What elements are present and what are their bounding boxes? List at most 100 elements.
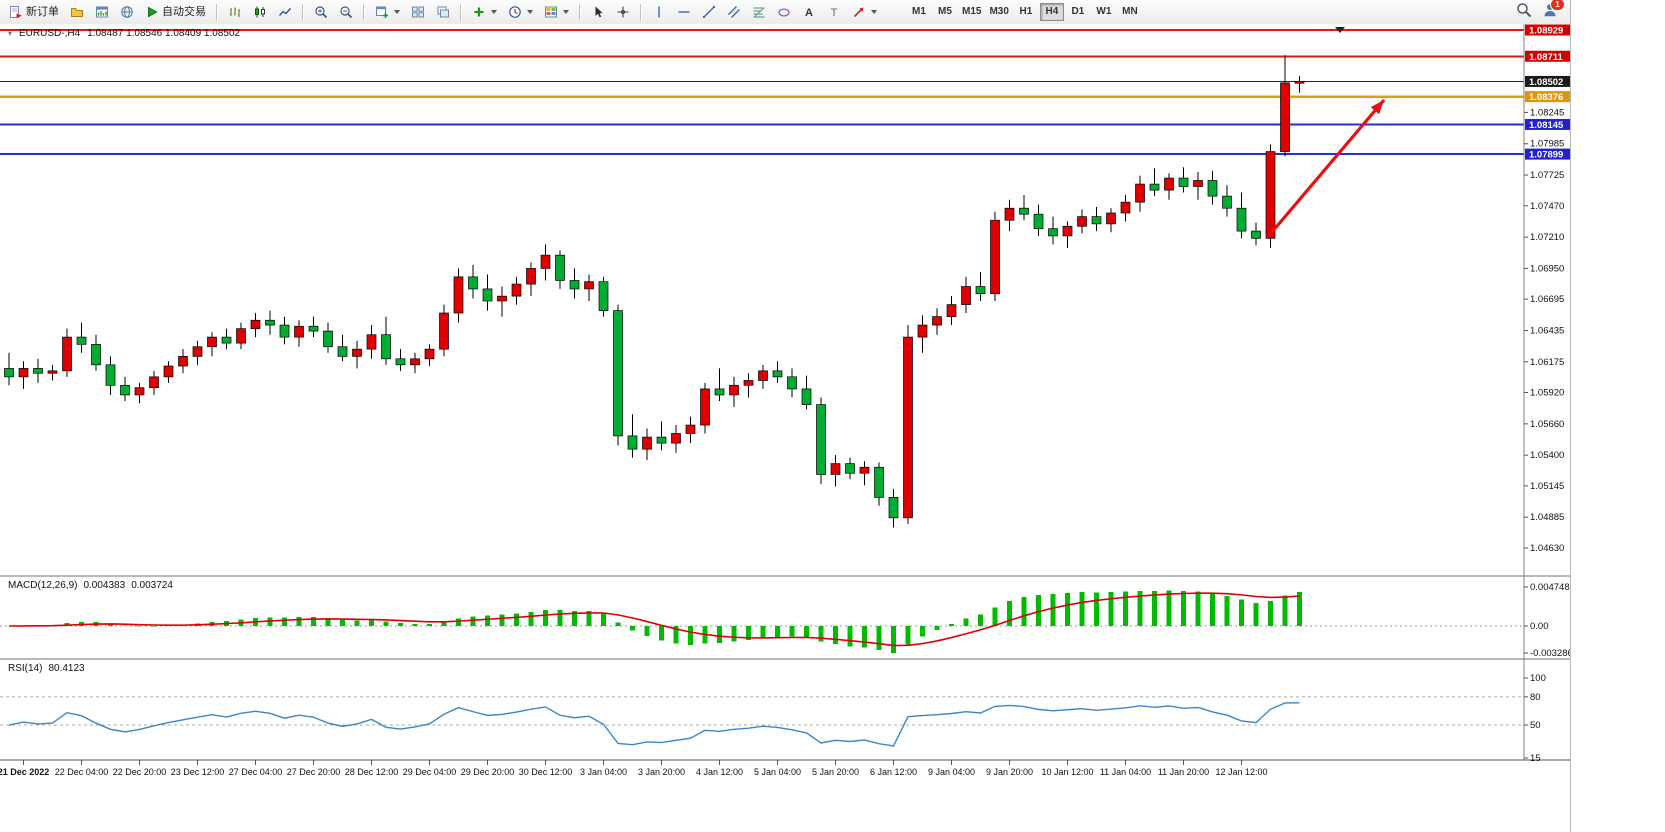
svg-text:30 Dec 12:00: 30 Dec 12:00 xyxy=(519,767,573,777)
timeframe-M15[interactable]: M15 xyxy=(959,3,984,21)
rsi-label: RSI(14) 80.4123 xyxy=(8,663,85,674)
svg-text:1.08145: 1.08145 xyxy=(1529,120,1564,131)
svg-text:27 Dec 20:00: 27 Dec 20:00 xyxy=(287,767,341,777)
chart-shift-marker[interactable] xyxy=(1335,27,1345,33)
folder-icon xyxy=(70,5,84,19)
globe-icon xyxy=(120,5,134,19)
svg-text:0.00: 0.00 xyxy=(1530,621,1549,632)
timeframe-H1[interactable]: H1 xyxy=(1014,3,1038,21)
pane-separator[interactable] xyxy=(0,575,1570,577)
cursor-tool-button[interactable] xyxy=(586,2,610,22)
line-chart-icon xyxy=(278,5,292,19)
vline-icon xyxy=(652,5,666,19)
toolbar-separator xyxy=(363,3,365,21)
autotrade-button[interactable]: 自动交易 xyxy=(140,2,211,22)
chart-canvas[interactable]: 1.08245 1.07985 1.07725 1.07470 1.07210 1.069… xyxy=(0,24,1570,832)
zoom-in-icon xyxy=(314,5,328,19)
new-chart-button[interactable] xyxy=(370,2,405,22)
cascade-windows-button[interactable] xyxy=(431,2,455,22)
zoom-in-button[interactable] xyxy=(309,2,333,22)
shapes-tool-button[interactable] xyxy=(772,2,796,22)
timeframe-H4[interactable]: H4 xyxy=(1039,3,1064,21)
label-icon: T xyxy=(827,5,841,19)
notification-badge[interactable]: 1 xyxy=(1550,0,1565,11)
chart-area[interactable]: 1.08245 1.07985 1.07725 1.07470 1.07210 1.069… xyxy=(0,24,1570,832)
trend-arrow-annotation[interactable] xyxy=(1270,98,1386,234)
svg-text:1.07725: 1.07725 xyxy=(1530,170,1564,181)
timeframe-M1[interactable]: M1 xyxy=(907,3,931,21)
svg-text:1.08929: 1.08929 xyxy=(1529,26,1563,37)
arrows-tool-button[interactable] xyxy=(847,2,882,22)
svg-text:11 Jan 04:00: 11 Jan 04:00 xyxy=(1100,767,1151,777)
chart-symbol-period: EURUSD-,H4 xyxy=(19,28,81,39)
timeframe-M5[interactable]: M5 xyxy=(933,3,957,21)
new-order-icon xyxy=(9,5,23,19)
pane-separator[interactable] xyxy=(0,658,1570,660)
chart-window-button[interactable] xyxy=(90,2,114,22)
toolbar-separator xyxy=(579,3,581,21)
toolbar-separator xyxy=(640,3,642,21)
svg-text:A: A xyxy=(805,7,813,19)
svg-text:22 Dec 04:00: 22 Dec 04:00 xyxy=(55,767,109,777)
text-tool-button[interactable]: A xyxy=(797,2,821,22)
autotrade-label: 自动交易 xyxy=(162,6,206,18)
chevron-down-icon xyxy=(563,10,569,14)
toolbar-separator xyxy=(302,3,304,21)
line-chart-button[interactable] xyxy=(273,2,297,22)
arrows-tool-icon xyxy=(852,5,866,19)
chevron-down-icon xyxy=(871,10,877,14)
svg-text:1.08245: 1.08245 xyxy=(1530,107,1564,118)
timeframe-W1[interactable]: W1 xyxy=(1092,3,1116,21)
periods-button[interactable] xyxy=(503,2,538,22)
horizontal-line-objects[interactable] xyxy=(0,29,1524,156)
rsi-indicator: 100 80 50 15 xyxy=(0,673,1546,764)
candlestick-chart-button[interactable] xyxy=(248,2,272,22)
svg-text:28 Dec 12:00: 28 Dec 12:00 xyxy=(345,767,399,777)
svg-text:1.06175: 1.06175 xyxy=(1530,357,1564,368)
macd-value-signal: 0.003724 xyxy=(131,580,173,591)
svg-text:1.07899: 1.07899 xyxy=(1529,150,1563,161)
search-icon[interactable] xyxy=(1516,2,1532,23)
horizontal-line-tool-button[interactable] xyxy=(672,2,696,22)
svg-text:9 Jan 04:00: 9 Jan 04:00 xyxy=(928,767,975,777)
new-chart-icon xyxy=(375,5,389,19)
svg-text:1.07470: 1.07470 xyxy=(1530,201,1564,212)
trendline-tool-button[interactable] xyxy=(697,2,721,22)
timeframe-M30[interactable]: M30 xyxy=(986,3,1011,21)
one-click-trading-toggle[interactable]: ▾ xyxy=(8,29,13,38)
community-globe-button[interactable] xyxy=(115,2,139,22)
zoom-out-button[interactable] xyxy=(334,2,358,22)
timeframe-MN[interactable]: MN xyxy=(1118,3,1142,21)
svg-text:3 Jan 20:00: 3 Jan 20:00 xyxy=(638,767,685,777)
templates-icon xyxy=(544,5,558,19)
label-tool-button[interactable]: T xyxy=(822,2,846,22)
chart-ohlc: 1.08487 1.08546 1.08409 1.08502 xyxy=(87,28,241,39)
tile-windows-button[interactable] xyxy=(406,2,430,22)
svg-text:1.04630: 1.04630 xyxy=(1530,543,1564,554)
svg-text:29 Dec 04:00: 29 Dec 04:00 xyxy=(403,767,457,777)
crosshair-tool-button[interactable] xyxy=(611,2,635,22)
svg-text:5 Jan 04:00: 5 Jan 04:00 xyxy=(754,767,801,777)
bar-chart-button[interactable] xyxy=(223,2,247,22)
svg-text:5 Jan 20:00: 5 Jan 20:00 xyxy=(812,767,859,777)
open-folder-button[interactable] xyxy=(65,2,89,22)
toolbar-separator xyxy=(216,3,218,21)
macd-name: MACD(12,26,9) xyxy=(8,580,78,591)
timeframe-D1[interactable]: D1 xyxy=(1066,3,1090,21)
vertical-line-tool-button[interactable] xyxy=(647,2,671,22)
new-order-button[interactable]: 新订单 xyxy=(4,2,64,22)
user-account-button[interactable]: 1 xyxy=(1542,0,1565,23)
indicators-button[interactable] xyxy=(467,2,502,22)
templates-button[interactable] xyxy=(539,2,574,22)
svg-text:12 Jan 12:00: 12 Jan 12:00 xyxy=(1215,767,1267,777)
rsi-value: 80.4123 xyxy=(48,663,85,674)
svg-text:1.06695: 1.06695 xyxy=(1530,294,1564,305)
toolbar-right-cluster: 1 xyxy=(1516,0,1566,23)
svg-text:0.004748: 0.004748 xyxy=(1530,582,1570,593)
fibonacci-tool-button[interactable] xyxy=(747,2,771,22)
svg-text:1.08711: 1.08711 xyxy=(1529,52,1564,63)
mt4-window: 新订单 自动交易 A T M1 xyxy=(0,0,1571,832)
channel-icon xyxy=(727,5,741,19)
channel-tool-button[interactable] xyxy=(722,2,746,22)
svg-text:3 Jan 04:00: 3 Jan 04:00 xyxy=(580,767,627,777)
